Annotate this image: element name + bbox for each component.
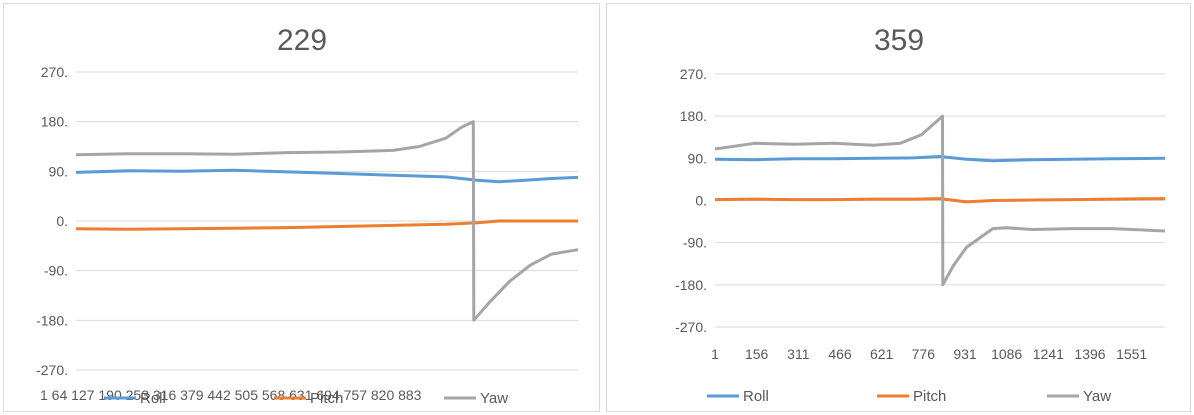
y-tick-label: 0. <box>56 213 68 229</box>
y-tick-label: -180. <box>675 277 707 293</box>
x-tick-label: 156 <box>745 346 769 362</box>
chart-panel-359: 359 270. 180. 90. 0. -90. -180. -270. 1 156 311 46… <box>606 3 1191 412</box>
y-tick-label: 270. <box>680 66 707 82</box>
x-tick-labels: 1 64 127 190 253 316 379 442 505 568 631… <box>40 387 422 403</box>
x-tick-label: 1086 <box>991 346 1022 362</box>
y-tick-label: 180. <box>41 114 68 130</box>
x-tick-label: 776 <box>912 346 936 362</box>
y-tick-label: -90. <box>683 235 707 251</box>
chart-title: 229 <box>277 24 327 57</box>
x-tick-label: 466 <box>828 346 852 362</box>
x-tick-label: 621 <box>870 346 894 362</box>
series-line-pitch <box>75 219 578 231</box>
legend-label-pitch: Pitch <box>913 388 946 405</box>
series-line-roll <box>75 168 579 184</box>
series-line-roll <box>714 155 1166 163</box>
y-tick-label: 180. <box>680 108 707 124</box>
series-line-pitch <box>714 197 1166 204</box>
legend-label-roll: Roll <box>140 390 166 407</box>
y-tick-label: -270. <box>36 362 68 378</box>
y-tick-label: 90. <box>688 150 707 166</box>
chart-panel-229: 229 1 64 127 190 253 316 379 442 505 568… <box>3 3 600 412</box>
y-tick-label: 90. <box>49 163 68 179</box>
x-tick-label: 311 <box>787 346 810 362</box>
legend-label-roll: Roll <box>743 388 769 405</box>
y-tick-label: 0. <box>695 193 707 209</box>
y-tick-label: -90. <box>44 263 68 279</box>
y-tick-label: 270. <box>41 64 68 80</box>
x-tick-label: 1396 <box>1074 346 1105 362</box>
legend-label-yaw: Yaw <box>480 390 508 407</box>
y-tick-label: -180. <box>36 312 68 328</box>
legend-label-pitch: Pitch <box>310 390 343 407</box>
x-tick-label: 931 <box>953 346 977 362</box>
series-line-yaw <box>714 114 1166 287</box>
y-tick-label: -270. <box>675 319 707 335</box>
chart-229: 229 1 64 127 190 253 316 379 442 505 568… <box>36 24 579 407</box>
legend-label-yaw: Yaw <box>1083 388 1111 405</box>
chart-359: 359 270. 180. 90. 0. -90. -180. -270.1 156 311 46… <box>675 24 1166 405</box>
x-tick-label: 1551 <box>1116 346 1147 362</box>
series-line-yaw <box>75 120 579 322</box>
x-tick-label: 1241 <box>1033 346 1064 362</box>
chart-title: 359 <box>874 24 924 57</box>
x-tick-label: 1 <box>711 346 719 362</box>
